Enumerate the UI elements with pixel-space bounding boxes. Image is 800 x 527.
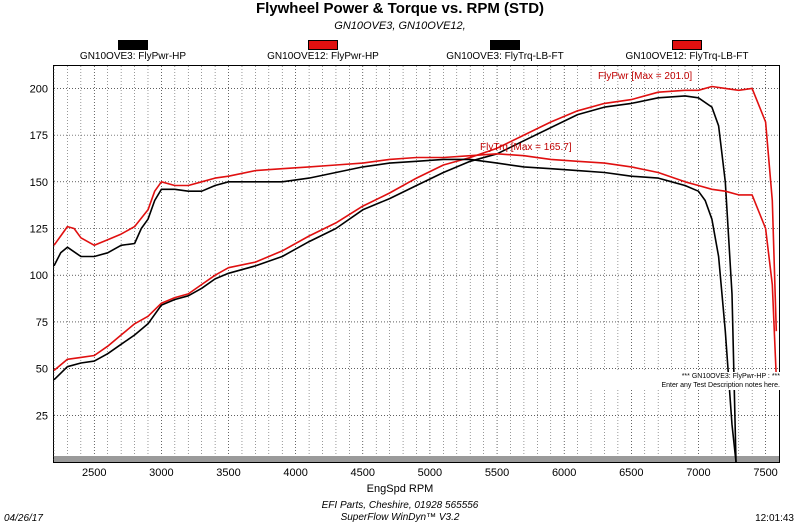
legend-item-gn10ove12-pwr: GN10OVE12: FlyPwr-HP — [228, 40, 418, 62]
footer-software: SuperFlow WinDyn™ V3.2 — [340, 512, 460, 523]
legend-item-gn10ove3-trq: GN10OVE3: FlyTrq-LB-FT — [410, 40, 600, 62]
x-tick-label: 3500 — [216, 467, 240, 479]
legend-label: GN10OVE12: FlyPwr-HP — [267, 51, 379, 62]
tick-labels: 2500 3000 3500 4000 4500 5000 5500 6000 6500 7000… — [30, 83, 778, 479]
x-tick-label: 4500 — [351, 467, 375, 479]
x-tick-label: 7500 — [753, 467, 777, 479]
test-note-line2: Enter any Test Description notes here. — [661, 382, 780, 389]
footer-company: EFI Parts, Cheshire, 01928 565556 — [321, 500, 479, 511]
legend-label: GN10OVE3: FlyTrq-LB-FT — [446, 51, 564, 62]
y-tick-label: 150 — [30, 177, 48, 189]
x-tick-label: 4000 — [283, 467, 307, 479]
x-tick-label: 5500 — [485, 467, 509, 479]
pwr-max-annotation: FlyPwr [Max = 201.0] — [598, 71, 692, 82]
x-tick-label: 6500 — [619, 467, 643, 479]
legend-item-gn10ove3-pwr: GN10OVE3: FlyPwr-HP — [38, 40, 228, 62]
legend-label: GN10OVE12: FlyTrq-LB-FT — [625, 51, 749, 62]
test-note-line1: *** GN10OVE3: FlyPwr-HP : *** — [681, 373, 780, 380]
trq-max-annotation: FlyTrq [Max = 165.7] — [480, 142, 572, 153]
legend-swatch — [672, 40, 702, 50]
x-axis-label: EngSpd RPM — [366, 483, 434, 495]
x-tick-label: 3000 — [149, 467, 173, 479]
chart-annotations: FlyPwr [Max = 201.0] FlyTrq [Max = 165.7… — [480, 71, 692, 153]
axis-strip — [54, 456, 779, 462]
y-tick-label: 100 — [30, 270, 48, 282]
y-tick-label: 200 — [30, 83, 48, 95]
footer-center: EFI Parts, Cheshire, 01928 565556 SuperF… — [0, 500, 800, 524]
legend-swatch — [490, 40, 520, 50]
series-line-3 — [53, 153, 778, 378]
legend-swatch — [308, 40, 338, 50]
legend-swatch — [118, 40, 148, 50]
y-tick-label: 50 — [36, 364, 48, 376]
legend-item-gn10ove12-trq: GN10OVE12: FlyTrq-LB-FT — [592, 40, 782, 62]
grid — [53, 66, 779, 462]
y-tick-label: 125 — [30, 224, 48, 236]
x-tick-label: 5000 — [418, 467, 442, 479]
x-tick-label: 7000 — [686, 467, 710, 479]
y-tick-label: 25 — [36, 410, 48, 422]
chart-title: Flywheel Power & Torque vs. RPM (STD) — [255, 0, 545, 17]
footer-time: 12:01:43 — [755, 513, 794, 524]
series-lines — [53, 85, 778, 463]
series-line-2 — [53, 158, 737, 463]
footer-date: 04/26/17 — [4, 513, 43, 524]
chart-subtitle: GN10OVE3, GN10OVE12, — [334, 20, 466, 32]
x-tick-label: 2500 — [82, 467, 106, 479]
x-tick-label: 6000 — [552, 467, 576, 479]
legend-label: GN10OVE3: FlyPwr-HP — [79, 51, 187, 62]
series-line-1 — [53, 85, 778, 372]
series-line-0 — [53, 95, 737, 463]
test-note: *** GN10OVE3: FlyPwr-HP : *** Enter any … — [585, 372, 780, 390]
y-tick-label: 75 — [36, 317, 48, 329]
y-tick-label: 175 — [30, 130, 48, 142]
